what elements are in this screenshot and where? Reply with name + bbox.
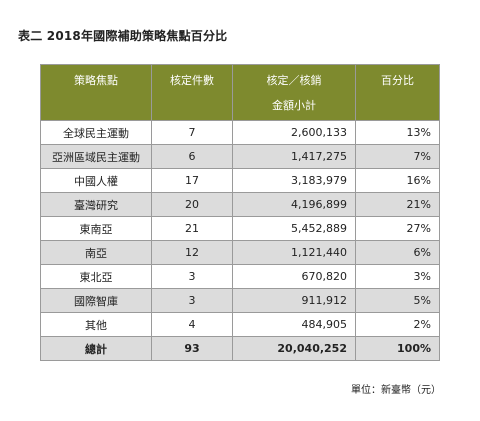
cell-category: 亞洲區域民主運動 (40, 144, 152, 169)
cell-category: 國際智庫 (40, 288, 152, 313)
cell-percent: 6% (355, 240, 440, 265)
cell-category: 其他 (40, 312, 152, 337)
total-amount: 20,040,252 (232, 336, 356, 361)
cell-category: 東北亞 (40, 264, 152, 289)
header-category: 策略焦點 (40, 64, 152, 121)
cell-count: 12 (151, 240, 233, 265)
cell-category: 全球民主運動 (40, 120, 152, 145)
cell-category: 臺灣研究 (40, 192, 152, 217)
table-row: 東南亞 21 5,452,889 27% (40, 216, 440, 241)
cell-percent: 27% (355, 216, 440, 241)
header-count: 核定件數 (151, 64, 233, 121)
cell-percent: 5% (355, 288, 440, 313)
funding-table: 策略焦點 核定件數 核定／核銷 金額小計 百分比 全球民主運動 7 2,600,… (40, 64, 440, 361)
cell-amount: 1,121,440 (232, 240, 356, 265)
table-row: 國際智庫 3 911,912 5% (40, 288, 440, 313)
cell-amount: 1,417,275 (232, 144, 356, 169)
header-amount-line2: 金額小計 (272, 99, 316, 112)
table-row: 中國人權 17 3,183,979 16% (40, 168, 440, 193)
table-row: 臺灣研究 20 4,196,899 21% (40, 192, 440, 217)
header-amount: 核定／核銷 金額小計 (232, 64, 356, 121)
cell-category: 中國人權 (40, 168, 152, 193)
cell-amount: 4,196,899 (232, 192, 356, 217)
cell-amount: 911,912 (232, 288, 356, 313)
cell-amount: 3,183,979 (232, 168, 356, 193)
table-row: 全球民主運動 7 2,600,133 13% (40, 120, 440, 145)
cell-category: 南亞 (40, 240, 152, 265)
cell-percent: 7% (355, 144, 440, 169)
total-label: 總計 (40, 336, 152, 361)
total-percent: 100% (355, 336, 440, 361)
cell-count: 4 (151, 312, 233, 337)
table-row: 南亞 12 1,121,440 6% (40, 240, 440, 265)
header-row: 策略焦點 核定件數 核定／核銷 金額小計 百分比 (40, 64, 440, 121)
cell-amount: 670,820 (232, 264, 356, 289)
cell-count: 3 (151, 288, 233, 313)
cell-percent: 2% (355, 312, 440, 337)
cell-count: 6 (151, 144, 233, 169)
cell-category: 東南亞 (40, 216, 152, 241)
total-row: 總計 93 20,040,252 100% (40, 336, 440, 361)
header-percent: 百分比 (355, 64, 440, 121)
table-row: 亞洲區域民主運動 6 1,417,275 7% (40, 144, 440, 169)
cell-count: 21 (151, 216, 233, 241)
table-title: 表二 2018年國際補助策略焦點百分比 (18, 29, 228, 43)
cell-percent: 3% (355, 264, 440, 289)
unit-note: 單位：新臺幣（元） (351, 385, 441, 396)
total-count: 93 (151, 336, 233, 361)
cell-percent: 13% (355, 120, 440, 145)
cell-percent: 21% (355, 192, 440, 217)
cell-count: 20 (151, 192, 233, 217)
table-row: 其他 4 484,905 2% (40, 312, 440, 337)
cell-amount: 484,905 (232, 312, 356, 337)
cell-percent: 16% (355, 168, 440, 193)
cell-amount: 2,600,133 (232, 120, 356, 145)
cell-count: 7 (151, 120, 233, 145)
header-amount-line1: 核定／核銷 (266, 74, 322, 87)
cell-count: 3 (151, 264, 233, 289)
cell-amount: 5,452,889 (232, 216, 356, 241)
table-row: 東北亞 3 670,820 3% (40, 264, 440, 289)
cell-count: 17 (151, 168, 233, 193)
